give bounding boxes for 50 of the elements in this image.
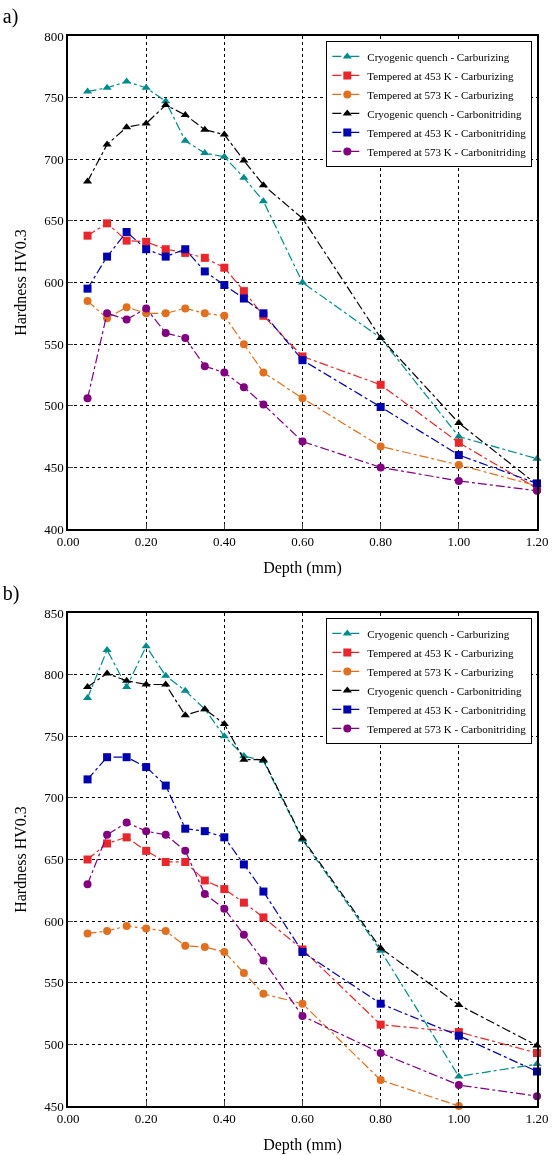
y-tick-label: 550: [44, 975, 64, 991]
x-tick-label: 0.20: [134, 1111, 158, 1127]
y-tick-label: 650: [44, 852, 64, 868]
legend-label: Tempered at 573 K - Carbonitriding: [367, 722, 527, 735]
x-axis-title: Depth (mm): [263, 559, 342, 577]
x-tick-label: 1.00: [447, 534, 471, 550]
x-tick-label: 0.00: [56, 534, 80, 550]
legend-label: Tempered at 573 K - Carbonitriding: [367, 145, 527, 158]
x-tick-label: 0.20: [134, 534, 158, 550]
legend-label: Cryogenic quench - Carburizing: [367, 627, 510, 640]
x-tick-label: 1.20: [525, 534, 549, 550]
y-tick-label: 750: [44, 728, 64, 744]
x-tick-label: 0.60: [291, 534, 314, 550]
x-tick-label: 0.40: [212, 534, 236, 550]
legend-label: Cryogenic quench - Carbonitriding: [367, 107, 523, 120]
chart-title: a): [2, 4, 19, 28]
y-tick-label: 800: [44, 28, 64, 44]
legend-label: Tempered at 573 K - Carburizing: [367, 88, 514, 101]
y-tick-label: 700: [44, 790, 64, 806]
legend-label: Tempered at 573 K - Carburizing: [367, 665, 514, 678]
y-tick-label: 850: [44, 605, 64, 621]
legend-label: Tempered at 453 K - Carburizing: [367, 69, 514, 82]
legend-label: Tempered at 453 K - Carbonitriding: [367, 703, 527, 716]
y-axis-title: Hardness HV0.3: [11, 806, 29, 913]
x-tick-label: 0.60: [291, 1111, 314, 1127]
y-tick-label: 450: [44, 1098, 64, 1114]
y-tick-label: 600: [44, 275, 64, 291]
x-tick-label: 0.40: [212, 1111, 236, 1127]
y-tick-label: 800: [44, 667, 64, 683]
legend-label: Tempered at 453 K - Carbonitriding: [367, 126, 527, 139]
legend-label: Tempered at 453 K - Carburizing: [367, 646, 514, 659]
x-tick-label: 0.80: [369, 1111, 393, 1127]
y-tick-label: 500: [44, 398, 64, 414]
y-axis-title: Hardness HV0.3: [11, 229, 29, 336]
x-tick-label: 1.20: [525, 1111, 549, 1127]
x-tick-label: 0.80: [369, 534, 393, 550]
legend-label: Cryogenic quench - Carburizing: [367, 50, 510, 63]
y-tick-label: 750: [44, 90, 64, 106]
y-tick-label: 550: [44, 336, 64, 352]
legend-label: Cryogenic quench - Carbonitriding: [367, 684, 523, 697]
y-tick-label: 700: [44, 151, 64, 167]
y-tick-label: 600: [44, 913, 64, 929]
y-tick-label: 650: [44, 213, 64, 229]
y-tick-label: 400: [44, 521, 64, 537]
x-axis-title: Depth (mm): [263, 1136, 342, 1154]
x-tick-label: 0.00: [56, 1111, 80, 1127]
x-tick-label: 1.00: [447, 1111, 471, 1127]
y-tick-label: 500: [44, 1036, 64, 1052]
y-tick-label: 450: [44, 459, 64, 475]
chart-title: b): [2, 581, 20, 605]
